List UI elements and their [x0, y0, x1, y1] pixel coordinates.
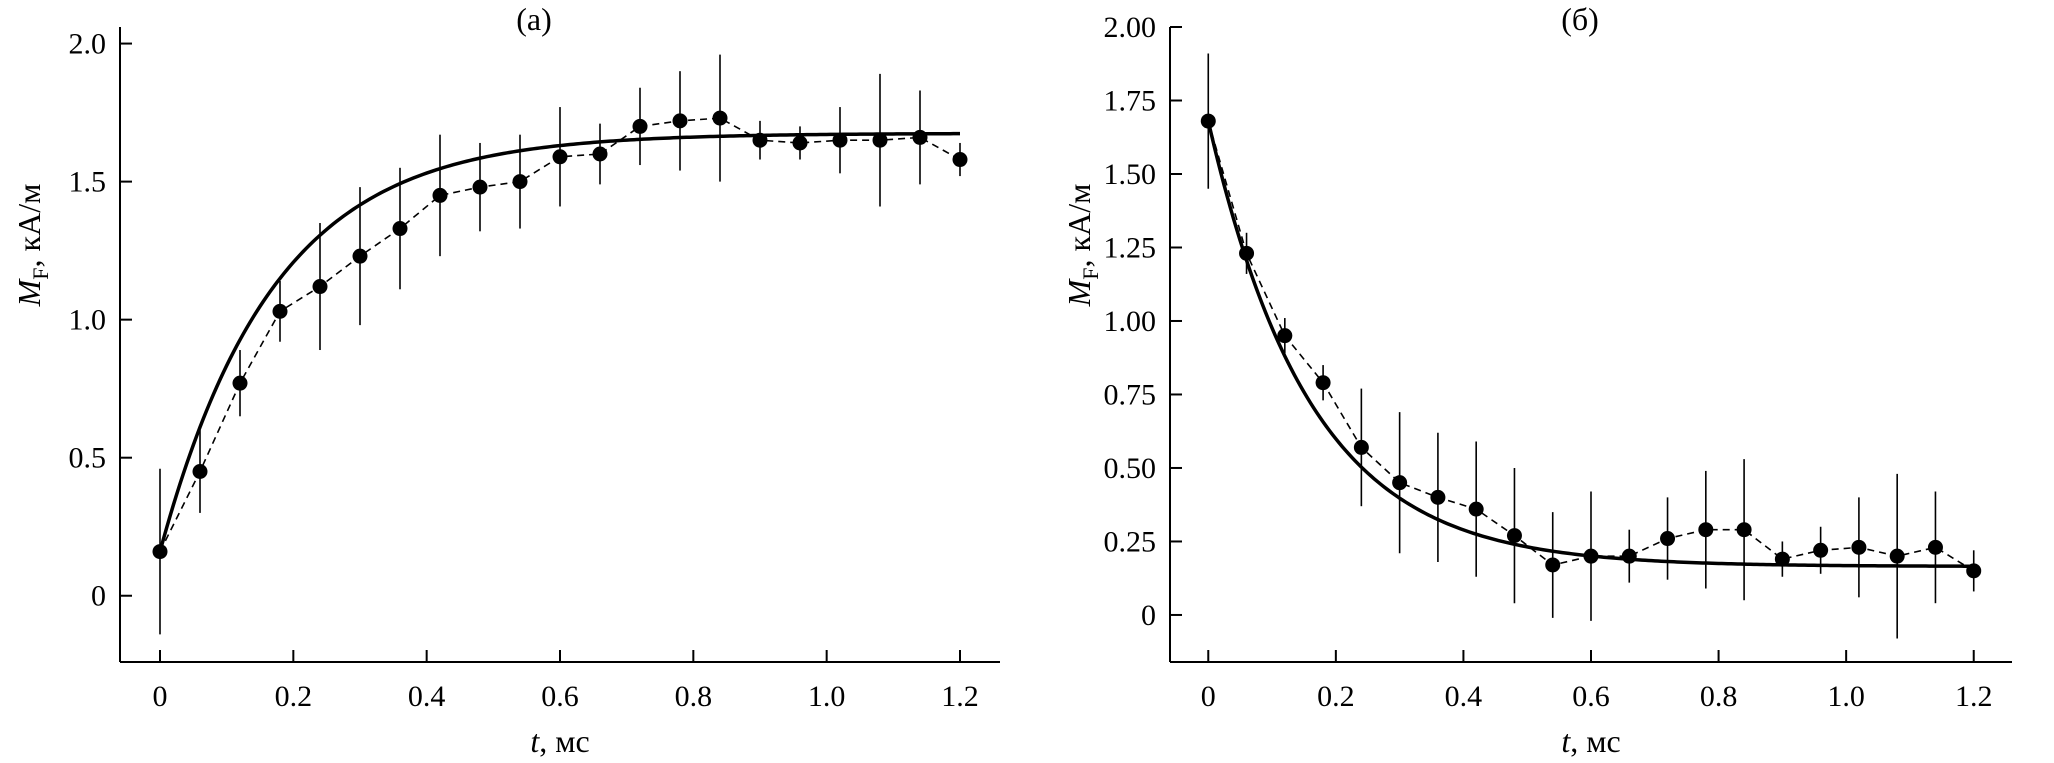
- data-point: [552, 149, 568, 165]
- data-point: [232, 375, 248, 391]
- data-point: [952, 152, 968, 168]
- x-tick-label: 0: [153, 680, 168, 713]
- data-point: [1277, 328, 1293, 344]
- x-tick-label: 0.2: [1317, 680, 1355, 713]
- data-point: [752, 132, 768, 148]
- x-tick-label: 1.2: [1955, 680, 1993, 713]
- data-point: [1200, 113, 1216, 129]
- data-point: [1927, 539, 1943, 555]
- data-point: [1851, 539, 1867, 555]
- y-tick-label: 1.00: [1104, 305, 1157, 338]
- data-point: [512, 174, 528, 190]
- x-tick-label: 0.4: [408, 680, 446, 713]
- panel-title: (а): [516, 1, 552, 37]
- data-point: [1660, 531, 1676, 547]
- data-point: [792, 135, 808, 151]
- data-point: [1392, 475, 1408, 491]
- data-point: [1353, 439, 1369, 455]
- data-point: [872, 132, 888, 148]
- y-tick-label: 1.5: [69, 166, 107, 199]
- x-tick-label: 0.4: [1445, 680, 1483, 713]
- data-point: [592, 146, 608, 162]
- data-point: [1506, 528, 1522, 544]
- data-point: [1966, 563, 1982, 579]
- y-tick-label: 2.0: [69, 28, 107, 61]
- y-axis-label: MF, кА/м: [1061, 184, 1103, 308]
- data-point: [1813, 542, 1829, 558]
- data-point: [1430, 489, 1446, 505]
- y-tick-label: 0: [1141, 599, 1156, 632]
- x-axis-label: t, мс: [530, 723, 589, 759]
- data-point: [1774, 551, 1790, 567]
- data-point: [1239, 245, 1255, 261]
- y-tick-label: 1.25: [1104, 231, 1157, 264]
- data-point: [912, 129, 928, 145]
- data-point: [1736, 522, 1752, 538]
- x-tick-label: 0.6: [1572, 680, 1610, 713]
- data-point: [352, 248, 368, 264]
- data-point: [1315, 375, 1331, 391]
- x-tick-label: 0.8: [1700, 680, 1738, 713]
- data-point: [1545, 557, 1561, 573]
- y-tick-label: 0: [91, 580, 106, 613]
- x-tick-label: 0.2: [275, 680, 313, 713]
- data-point: [832, 132, 848, 148]
- data-point: [272, 303, 288, 319]
- y-tick-label: 0.25: [1104, 525, 1157, 558]
- y-tick-label: 0.75: [1104, 378, 1157, 411]
- panel-a: 0 0.2 0.4 0.6 0.8 1.0 1.2 0 0.5 1.0 1.5 2.0 (а) t, мс…: [11, 1, 1000, 759]
- panel-b: 0 0.2 0.4 0.6 0.8 1.0 1.2 0 0.25 0.50 0.75 1.00 1.25…: [1061, 1, 2012, 759]
- x-tick-label: 0.6: [541, 680, 579, 713]
- data-point: [1583, 548, 1599, 564]
- data-point: [192, 464, 208, 479]
- data-point: [1889, 548, 1905, 564]
- data-point: [472, 179, 488, 195]
- data-point: [1621, 548, 1637, 564]
- y-tick-label: 0.50: [1104, 452, 1157, 485]
- data-point: [1468, 501, 1484, 517]
- y-tick-label: 1.0: [69, 304, 107, 337]
- x-axis-label: t, мс: [1561, 723, 1620, 759]
- data-dashed-line: [1207, 120, 1975, 572]
- y-tick-label: 1.50: [1104, 158, 1157, 191]
- data-point: [1698, 522, 1714, 538]
- y-tick-label: 1.75: [1104, 84, 1157, 117]
- y-axis-label: MF, кА/м: [11, 184, 53, 308]
- y-tick-label: 0.5: [69, 442, 107, 475]
- data-point: [672, 113, 688, 129]
- data-point: [632, 118, 648, 134]
- x-tick-label: 1.0: [1827, 680, 1865, 713]
- panel-title: (б): [1561, 1, 1599, 37]
- data-point: [712, 110, 728, 126]
- data-point: [312, 279, 328, 295]
- x-tick-label: 1.2: [941, 680, 979, 713]
- data-point: [392, 221, 408, 237]
- data-point: [432, 187, 448, 203]
- y-tick-label: 2.00: [1104, 11, 1157, 44]
- x-tick-label: 1.0: [808, 680, 846, 713]
- x-tick-label: 0: [1201, 680, 1216, 713]
- x-tick-label: 0.8: [675, 680, 713, 713]
- data-point: [152, 544, 168, 560]
